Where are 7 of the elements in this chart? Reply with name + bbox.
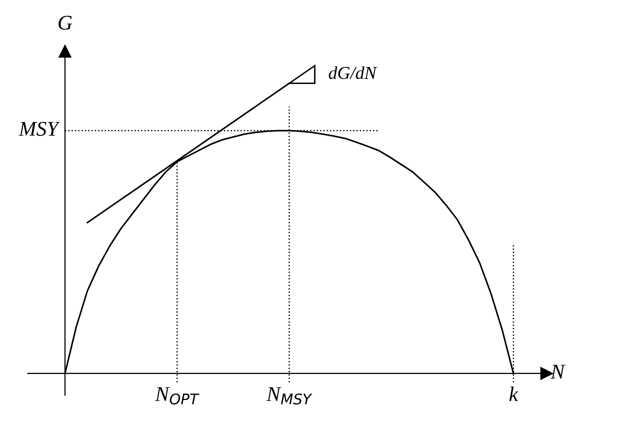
x-tick-label: N$_{OPT}$ (154, 387, 200, 405)
y-axis-title: G (58, 16, 72, 30)
text: dG/dN (328, 66, 378, 80)
ref-line-label: MSY (18, 122, 60, 136)
x-tick-label: k (509, 386, 518, 401)
x-tick-label: N$_{MSY}$ (266, 387, 312, 405)
x-axis-title: N (550, 364, 566, 378)
